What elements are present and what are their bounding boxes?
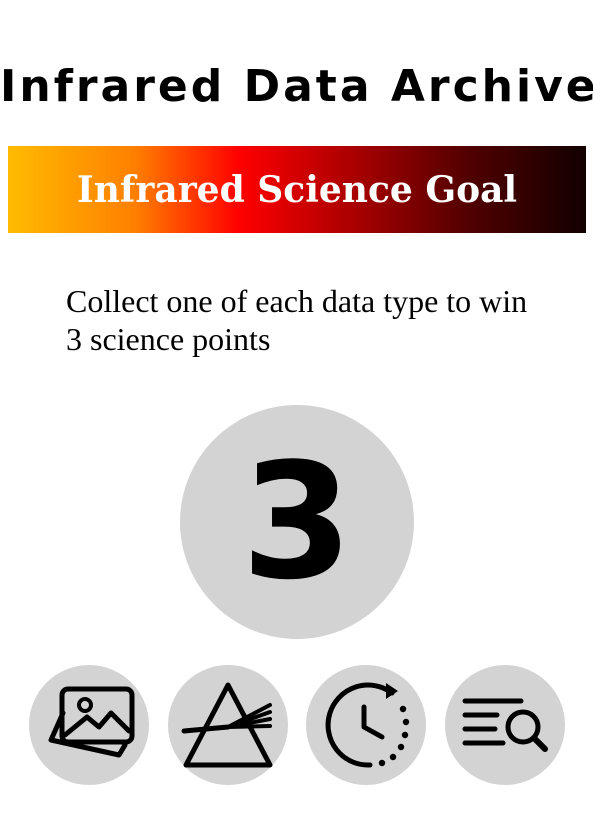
data-type-timeseries	[306, 665, 426, 785]
goal-banner-label: Infrared Science Goal	[76, 168, 518, 211]
images-icon	[48, 686, 135, 758]
prism-icon	[181, 682, 273, 768]
search-list-icon	[462, 698, 548, 752]
clock-history-icon	[325, 682, 410, 768]
data-type-images	[29, 665, 149, 785]
goal-banner: Infrared Science Goal	[8, 146, 586, 233]
data-type-catalog	[445, 665, 565, 785]
points-value: 3	[241, 428, 353, 615]
points-badge: 3	[180, 405, 414, 639]
card-title: Infrared Data Archive	[0, 61, 593, 112]
goal-description: Collect one of each data type to win 3 s…	[66, 283, 528, 357]
data-type-spectra	[168, 665, 288, 785]
